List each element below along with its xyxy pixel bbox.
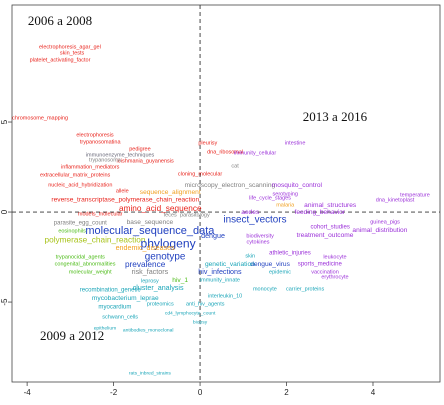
term-label: electrophoresis — [76, 132, 114, 138]
plot-frame — [11, 4, 441, 383]
term-label: models_molecular — [78, 211, 123, 217]
y-tick-label: 5 — [0, 119, 9, 124]
x-tick-label: 0 — [198, 388, 203, 397]
term-label: rats_inbred_strains — [129, 370, 172, 376]
x-tick-label: 2 — [284, 388, 289, 397]
term-label: skin — [245, 253, 255, 259]
x-tick-label: -4 — [24, 388, 32, 397]
term-label: immunity_cellular — [234, 150, 277, 156]
term-label: treatment_outcome — [297, 232, 354, 239]
term-label: temperature — [400, 193, 430, 199]
term-label: inflammation_mediators — [61, 164, 120, 170]
term-label: prevalence — [125, 260, 166, 269]
term-label: microscopy_electron_scanning — [185, 182, 276, 189]
term-label: hiv_infections — [198, 268, 242, 276]
term-label: molecular_weight — [69, 269, 112, 275]
term-label: epithelium — [94, 325, 117, 331]
quadrant-label: 2009 a 2012 — [40, 328, 104, 343]
term-label: aedes — [241, 209, 260, 216]
term-label: feces — [164, 213, 177, 219]
term-label: guinea_pigs — [370, 220, 400, 226]
term-label: mosquito_control — [272, 182, 323, 189]
term-label: cluster_analysis — [133, 284, 184, 292]
term-label: biodiversity — [246, 233, 274, 239]
term-label: cd4_lymphocyte_count — [165, 310, 216, 316]
term-label: dengue — [201, 232, 225, 240]
y-tick-label: 0 — [0, 209, 9, 214]
term-label: extracellular_matrix_proteins — [40, 172, 111, 178]
term-label: trypanosoma — [89, 157, 122, 163]
term-label: epidemic — [269, 269, 291, 275]
term-label: carrier_proteins — [286, 287, 324, 293]
term-label: base_sequence — [127, 219, 174, 226]
term-label: pleurisy — [198, 141, 217, 147]
term-label: pedigree — [129, 146, 150, 152]
term-label: mycobacterium_leprae — [92, 295, 159, 302]
term-label: cohort_studies — [311, 225, 350, 231]
term-label: sequence_alignment — [140, 189, 201, 196]
term-label: leprosy — [141, 278, 159, 284]
term-label: sports_medicine — [298, 262, 343, 268]
term-label: trypanocidal_agents — [56, 255, 105, 261]
term-label: biopsy — [193, 319, 208, 325]
term-label: cloning_molecular — [178, 172, 222, 178]
x-tick-label: -2 — [110, 388, 118, 397]
term-label: amino_acid_sequence — [119, 204, 202, 213]
term-label: vaccination — [311, 269, 339, 275]
term-label: skin_tests — [60, 51, 85, 57]
term-label: life_cycle_stages — [249, 195, 291, 201]
term-label: animal_distribution — [352, 227, 407, 234]
term-label: myocardium — [98, 305, 131, 311]
term-label: recombination_genetic — [80, 288, 141, 294]
term-label: parasite_egg_count — [54, 221, 107, 227]
term-label: cat — [231, 163, 239, 169]
term-label: allele — [116, 188, 129, 194]
term-label: athletic_injuries — [269, 251, 311, 257]
term-label: schwann_cells — [102, 314, 138, 320]
term-label: phylogeny — [140, 236, 196, 250]
term-label: proteomics — [147, 301, 174, 307]
x-tick-label: 4 — [371, 388, 376, 397]
y-tick-label: -5 — [0, 298, 9, 306]
term-label: endemic_diseases — [116, 244, 176, 252]
term-label: parasitology — [180, 213, 210, 219]
term-label: dna_ribosomal — [207, 150, 243, 156]
quadrant-label: 2006 a 2008 — [28, 13, 92, 28]
term-label: immunoenzyme_techniques — [86, 152, 155, 158]
term-label: leukocyte — [323, 255, 346, 261]
term-label: risk_factors — [132, 268, 169, 276]
term-label: leishmania_guyanensis — [117, 159, 174, 165]
term-label: insect_vectors — [223, 215, 286, 226]
term-label: chromosome_mapping — [12, 116, 68, 122]
term-label: trypanosomatina — [80, 139, 122, 145]
term-label: platelet_activating_factor — [30, 58, 91, 64]
term-label: eosinophils — [58, 229, 86, 235]
term-label: erythrocyte — [321, 274, 348, 280]
term-label: genetic_variation — [205, 261, 255, 268]
term-label: genotype — [145, 252, 186, 263]
term-label: electrophoresis_agar_gel — [39, 44, 101, 50]
term-label: congenital_abnormalities — [55, 262, 116, 268]
quadrant-label: 2013 a 2016 — [303, 109, 368, 124]
term-label: polymerase_chain_reaction — [45, 235, 146, 244]
term-label: dna_kinetoplast — [376, 197, 415, 203]
term-label: antibodies_monoclonal — [123, 327, 174, 333]
term-label: hiv_1 — [172, 277, 188, 284]
term-label: anti_hiv_agents — [186, 301, 225, 307]
term-label: reverse_transcriptase_polymerase_chain_r… — [51, 197, 199, 204]
term-label: serotyping — [273, 191, 298, 197]
term-label: interleukin_10 — [208, 294, 242, 300]
term-label: intestine — [285, 141, 306, 147]
term-label: molecular_sequence_data — [85, 225, 215, 237]
term-label: malaria — [276, 202, 295, 208]
term-label: animal_structures — [304, 202, 357, 209]
term-label: immunity_innate — [200, 278, 240, 284]
term-label: dengue_virus — [250, 261, 290, 268]
term-label: cytokines — [247, 240, 270, 246]
term-label: feeding_behavior — [295, 209, 346, 216]
term-label: nucleic_acid_hybridization — [48, 182, 112, 188]
term-label: monocyte — [253, 287, 277, 293]
